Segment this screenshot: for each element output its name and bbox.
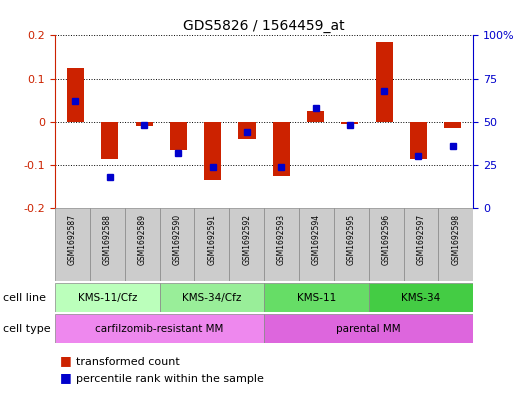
Text: transformed count: transformed count — [76, 358, 179, 367]
Bar — [438, 208, 473, 281]
Bar — [55, 283, 160, 312]
Text: KMS-34: KMS-34 — [401, 293, 441, 303]
Bar — [90, 208, 124, 281]
Text: GSM1692588: GSM1692588 — [103, 214, 112, 265]
Bar — [67, 68, 84, 122]
Bar — [238, 122, 256, 139]
Text: carfilzomib-resistant MM: carfilzomib-resistant MM — [95, 323, 224, 334]
Text: GSM1692598: GSM1692598 — [451, 214, 460, 265]
Text: KMS-34/Cfz: KMS-34/Cfz — [182, 293, 242, 303]
Bar — [307, 111, 324, 122]
Bar — [195, 208, 229, 281]
Bar — [101, 122, 118, 159]
Text: ■: ■ — [60, 371, 72, 384]
Text: GSM1692595: GSM1692595 — [347, 214, 356, 265]
Text: cell type: cell type — [3, 323, 50, 334]
Text: GSM1692587: GSM1692587 — [68, 214, 77, 265]
Bar — [444, 122, 461, 129]
Text: percentile rank within the sample: percentile rank within the sample — [76, 375, 264, 384]
Bar — [124, 208, 160, 281]
Text: KMS-11: KMS-11 — [297, 293, 336, 303]
Title: GDS5826 / 1564459_at: GDS5826 / 1564459_at — [183, 19, 345, 33]
Bar — [264, 208, 299, 281]
Text: parental MM: parental MM — [336, 323, 401, 334]
Bar — [55, 208, 90, 281]
Bar — [264, 314, 473, 343]
Text: GSM1692594: GSM1692594 — [312, 214, 321, 265]
Bar — [55, 314, 264, 343]
Bar — [410, 122, 427, 159]
Text: GSM1692596: GSM1692596 — [382, 214, 391, 265]
Text: GSM1692592: GSM1692592 — [242, 214, 251, 265]
Text: KMS-11/Cfz: KMS-11/Cfz — [77, 293, 137, 303]
Bar — [170, 122, 187, 150]
Bar — [135, 122, 153, 126]
Text: GSM1692590: GSM1692590 — [173, 214, 181, 265]
Bar — [342, 122, 358, 124]
Bar — [376, 42, 393, 122]
Bar — [160, 208, 195, 281]
Text: GSM1692591: GSM1692591 — [207, 214, 217, 265]
Bar — [369, 208, 404, 281]
Bar — [404, 208, 438, 281]
Bar — [204, 122, 221, 180]
Bar — [334, 208, 369, 281]
Text: cell line: cell line — [3, 293, 46, 303]
Text: ■: ■ — [60, 354, 72, 367]
Bar — [160, 283, 264, 312]
Bar — [369, 283, 473, 312]
Text: GSM1692593: GSM1692593 — [277, 214, 286, 265]
Text: GSM1692589: GSM1692589 — [138, 214, 146, 265]
Bar — [264, 283, 369, 312]
Bar — [299, 208, 334, 281]
Text: GSM1692597: GSM1692597 — [416, 214, 426, 265]
Bar — [229, 208, 264, 281]
Bar — [272, 122, 290, 176]
